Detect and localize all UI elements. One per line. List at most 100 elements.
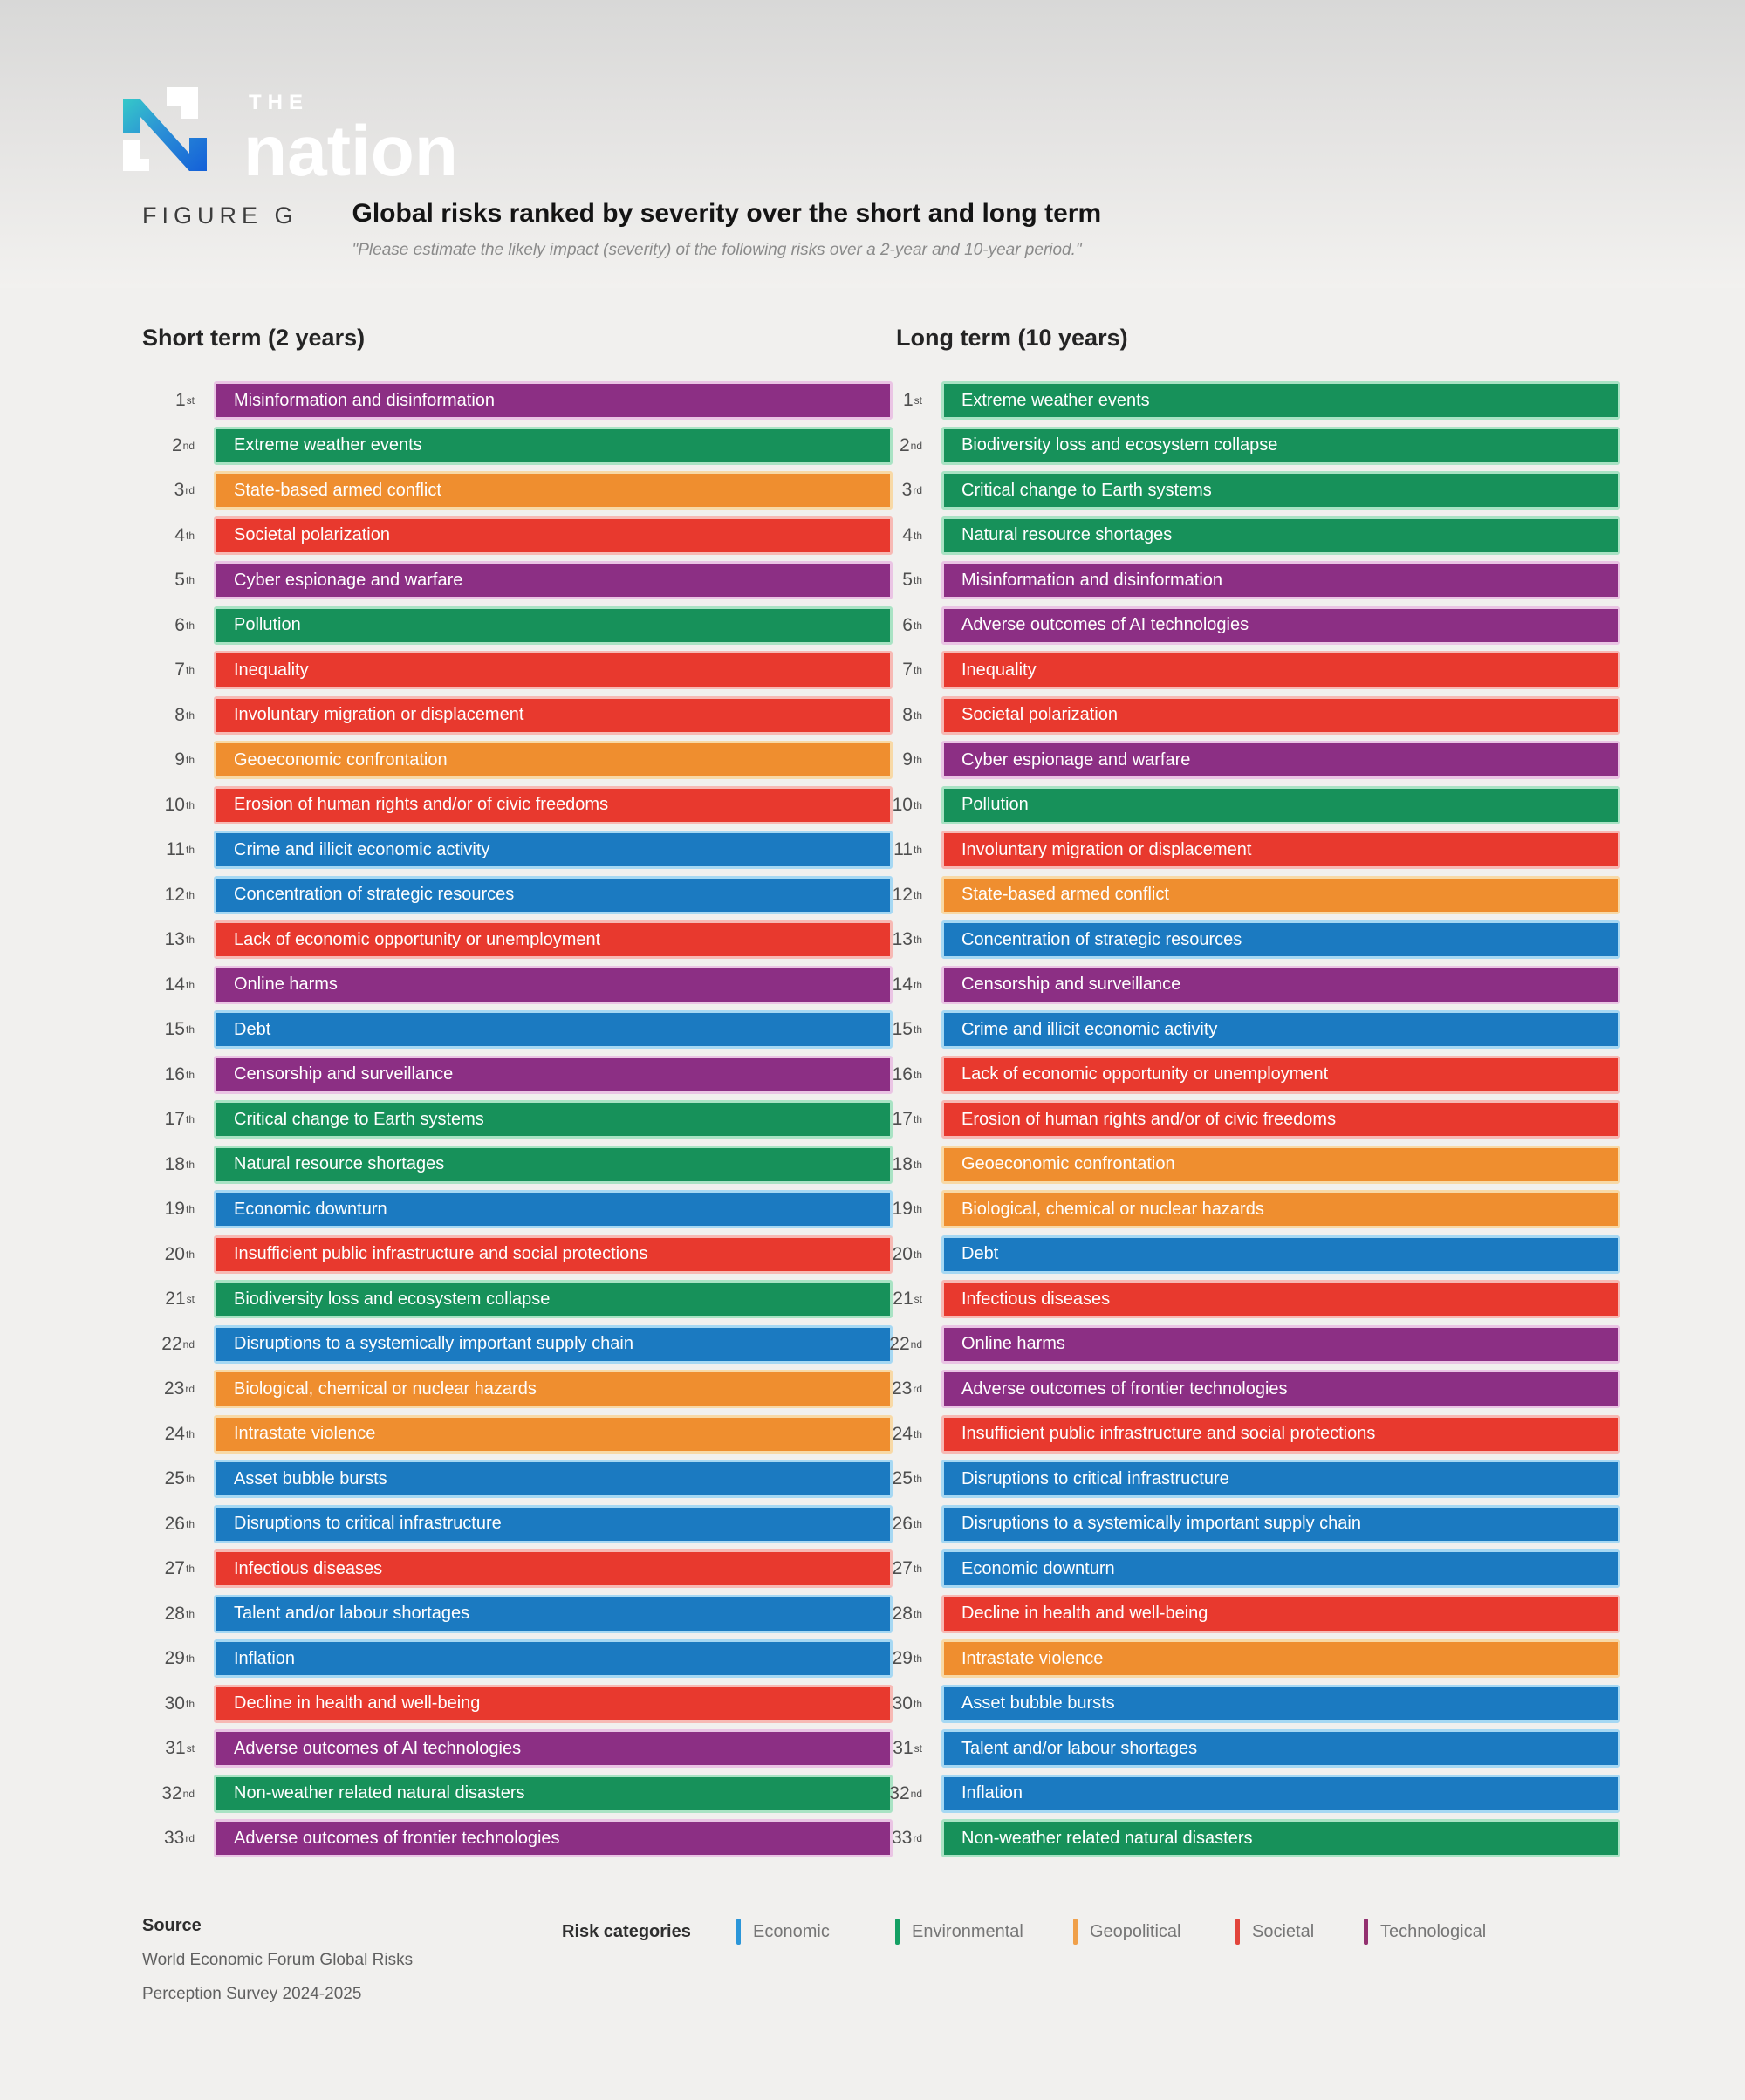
risk-bar-economic: Crime and illicit economic activity (941, 1010, 1620, 1049)
risk-label: Pollution (234, 615, 301, 634)
column-heading-long-term: Long term (10 years) (896, 325, 1128, 351)
risk-label: Online harms (234, 975, 338, 994)
risk-label: Debt (234, 1019, 271, 1039)
risk-label: Erosion of human rights and/or of civic … (234, 795, 609, 814)
risk-label: Intrastate violence (234, 1424, 376, 1443)
risk-label: Lack of economic opportunity or unemploy… (234, 929, 601, 949)
risk-label: Talent and/or labour shortages (961, 1738, 1198, 1758)
risk-bar-societal: Inequality (941, 651, 1620, 689)
risk-label: Societal polarization (234, 525, 390, 544)
risk-label: Insufficient public infrastructure and s… (234, 1244, 648, 1263)
risk-label: Adverse outcomes of AI technologies (961, 615, 1249, 634)
risk-label: Asset bubble bursts (234, 1468, 387, 1488)
risk-label: Disruptions to a systemically important … (234, 1334, 633, 1353)
risk-label: Censorship and surveillance (961, 975, 1181, 994)
legend-label: Societal (1252, 1921, 1315, 1941)
risk-bar-societal: Decline in health and well-being (941, 1594, 1620, 1633)
risk-label: Societal polarization (961, 705, 1118, 724)
risk-bar-environmental: Natural resource shortages (941, 516, 1620, 555)
risk-label: Crime and illicit economic activity (234, 839, 490, 859)
figure-header: FIGURE G Global risks ranked by severity… (142, 199, 1101, 260)
risk-label: Erosion of human rights and/or of civic … (961, 1109, 1337, 1129)
risk-label: Natural resource shortages (961, 525, 1173, 544)
figure-label: FIGURE G (142, 202, 298, 229)
risk-bar-environmental: Extreme weather events (214, 426, 893, 465)
risk-label: Infectious diseases (234, 1558, 383, 1578)
risk-bar-societal: Infectious diseases (214, 1549, 893, 1588)
legend-swatch-icon (1235, 1919, 1240, 1945)
risk-bar-societal: Infectious diseases (941, 1280, 1620, 1318)
legend-item-economic: Economic (736, 1917, 830, 1946)
legend-swatch-icon (895, 1919, 900, 1945)
risk-bar-environmental: Biodiversity loss and ecosystem collapse (941, 426, 1620, 465)
risk-bar-technological: Online harms (214, 965, 893, 1004)
risk-label: Inequality (234, 660, 309, 680)
risk-bar-economic: Debt (214, 1010, 893, 1049)
risk-bar-economic: Disruptions to critical infrastructure (214, 1504, 893, 1543)
risk-label: Geoeconomic confrontation (961, 1154, 1175, 1173)
source-line-1: World Economic Forum Global Risks (142, 1951, 414, 1969)
risk-label: Adverse outcomes of AI technologies (234, 1738, 522, 1758)
legend-item-environmental: Environmental (895, 1917, 1023, 1946)
source-line-2: Perception Survey 2024-2025 (142, 1985, 362, 2003)
risk-label: Critical change to Earth systems (234, 1109, 484, 1129)
risk-label: Natural resource shortages (234, 1154, 445, 1173)
risk-label: Online harms (961, 1334, 1065, 1353)
risk-label: Inequality (961, 660, 1037, 680)
risk-bar-geopolitical: Intrastate violence (214, 1414, 893, 1454)
nation-n-icon (123, 87, 207, 171)
source-heading: Source (142, 1916, 202, 1935)
